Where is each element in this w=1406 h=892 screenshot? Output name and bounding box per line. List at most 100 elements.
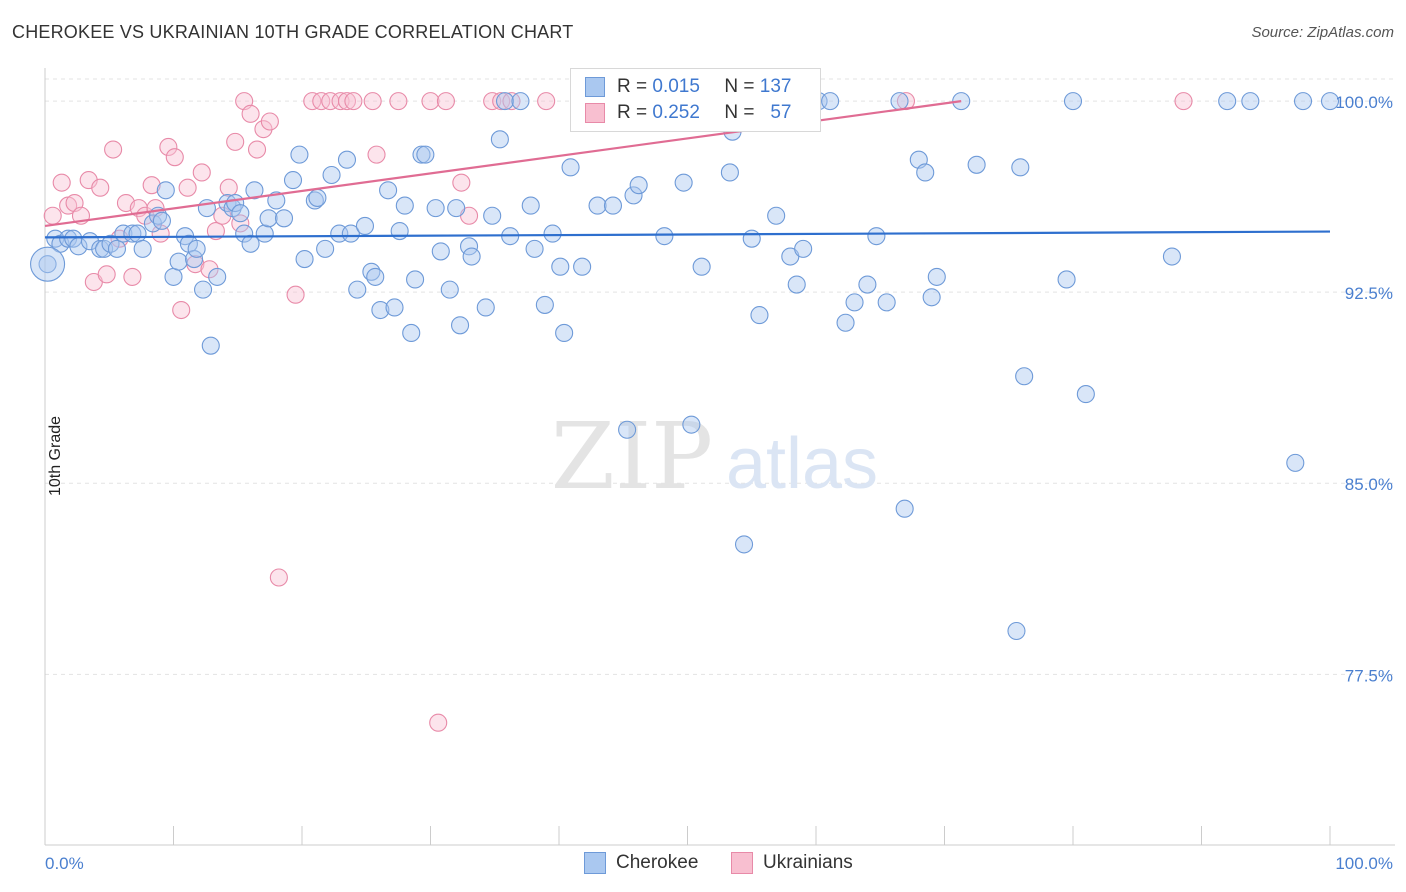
cherokee-point (169, 252, 188, 271)
cherokee-point (379, 181, 398, 200)
ukrainians-swatch (731, 852, 753, 874)
cherokee-point (1063, 92, 1083, 111)
cherokee-point (440, 280, 459, 299)
legend-n-label: N = (724, 102, 755, 123)
ukrainians-point (91, 178, 110, 197)
cherokee-point (341, 224, 360, 243)
chart-title: CHEROKEE VS UKRAINIAN 10TH GRADE CORRELA… (12, 22, 574, 42)
cherokee-point (1057, 270, 1076, 289)
cherokee-point (750, 306, 769, 325)
cherokee-point (1218, 92, 1237, 111)
cherokee-point (274, 209, 294, 228)
cherokee-point (451, 316, 470, 335)
cherokee-point (187, 239, 206, 258)
cherokee-point (927, 267, 946, 286)
tick-labels: 100.0% 92.5% 85.0% 77.5% 0.0% 100.0% (45, 93, 1393, 873)
ukrainians-point (219, 178, 238, 197)
cherokee-point (38, 255, 57, 274)
legend-r-label: R = (617, 102, 648, 123)
ukrainians-point (286, 285, 305, 304)
bottom-legend: Cherokee Ukrainians (0, 852, 1406, 878)
cherokee-point (1015, 367, 1034, 386)
y-tick-label: 85.0% (1345, 475, 1393, 494)
ukrainians-point (231, 214, 250, 233)
cherokee-point (734, 535, 754, 554)
cherokee-point (794, 239, 813, 258)
ukrainians-point (247, 140, 267, 159)
cherokee-point (107, 239, 127, 258)
watermark-zip: ZIP (551, 403, 713, 510)
ukrainians-point (421, 92, 440, 111)
legend-row-ukrainians: R = 0.252 N = 57 (585, 101, 791, 125)
y-tick-label: 92.5% (1345, 284, 1393, 303)
cherokee-point (259, 209, 278, 228)
cherokee-point (618, 420, 637, 439)
cherokee-point (543, 224, 562, 243)
cherokee-point (521, 196, 540, 215)
ukrainians-point (172, 300, 191, 320)
cherokee-point (267, 191, 286, 210)
cherokee-point (821, 92, 840, 111)
cherokee-point (551, 257, 570, 276)
cherokee-point (655, 227, 674, 246)
ukrainians-swatch (585, 103, 605, 123)
cherokee-point (1011, 158, 1030, 177)
legend-n-value: 137 (759, 76, 792, 97)
cherokee-point (1076, 385, 1095, 404)
ukrainians-point (52, 173, 71, 192)
cherokee-point (845, 293, 864, 312)
cherokee-point (402, 323, 421, 342)
ukrainians-point (367, 145, 386, 164)
cherokee-point (916, 163, 935, 182)
gridlines (45, 78, 1395, 675)
cherokee-point (682, 415, 701, 434)
cherokee-point (295, 250, 314, 269)
cherokee-point (241, 234, 260, 253)
cherokee-point (767, 206, 786, 225)
ukrainians-point (337, 92, 357, 111)
cherokee-point (1162, 247, 1181, 266)
cherokee-point (412, 145, 431, 164)
cherokee-label: Cherokee (616, 852, 699, 873)
ukrainians-point (123, 267, 142, 286)
cherokee-point (337, 150, 357, 169)
ukrainians-point (492, 92, 511, 111)
cherokee-point (1007, 621, 1026, 641)
cherokee-point (305, 191, 324, 210)
cherokee-point (194, 280, 213, 299)
cherokee-trend-line (44, 230, 1331, 239)
cherokee-point (348, 280, 367, 299)
cherokee-point (836, 313, 855, 332)
cherokee-point (322, 165, 341, 185)
cherokee-point (588, 196, 607, 215)
cherokee-point (476, 298, 495, 317)
x-tick-label-max: 100.0% (1335, 854, 1393, 873)
ukrainians-point (178, 178, 197, 197)
ukrainians-point (206, 221, 225, 241)
cherokee-point (573, 257, 592, 276)
axes (44, 68, 1395, 846)
ukrainians-point (331, 92, 350, 111)
ukrainians-point (269, 568, 288, 587)
ukrainians-point (254, 120, 273, 139)
cherokee-point (390, 221, 409, 241)
cherokee-point (1293, 92, 1313, 111)
y-tick-label: 100.0% (1335, 93, 1393, 112)
cherokee-point (385, 298, 404, 317)
ukrainians-point (159, 137, 178, 157)
ukrainians-point (436, 92, 455, 111)
cherokee-point (128, 224, 147, 243)
ukrainians-point (537, 92, 556, 111)
cherokee-point (371, 300, 390, 320)
cherokee-point (59, 229, 78, 248)
cherokee-point (895, 499, 914, 518)
cherokee-point (447, 199, 466, 218)
legend-n-value: 57 (770, 102, 792, 123)
cherokee-swatch (585, 77, 605, 97)
watermark: ZIP atlas (551, 403, 878, 510)
bottom-legend-ukrainians: Ukrainians (731, 852, 853, 874)
ukrainians-point (97, 265, 116, 284)
legend-box: R = 0.015 N = 137 R = 0.252 N = 57 (570, 68, 821, 132)
cherokee-point (742, 229, 761, 248)
